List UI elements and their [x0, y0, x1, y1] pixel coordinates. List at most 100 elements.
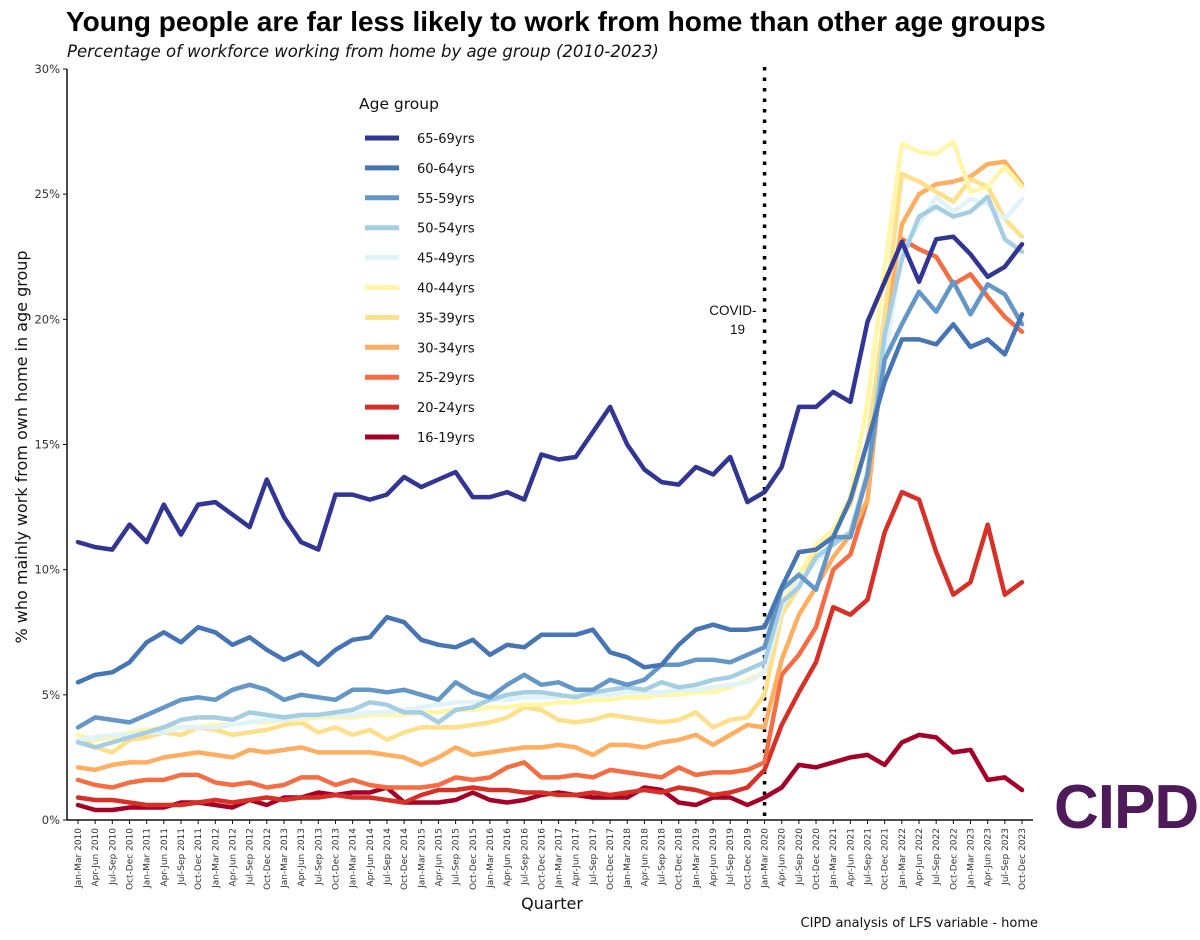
- x-tick-label: Apr-Jun 2016: [503, 828, 513, 887]
- y-axis-label: % who mainly work from own home in age g…: [12, 250, 31, 643]
- legend-label: 40-44yrs: [417, 282, 475, 297]
- covid-label-line2: 19: [730, 322, 745, 337]
- x-tick-label: Oct-Dec 2017: [606, 828, 616, 890]
- series-line-50-54yrs: [75, 194, 1025, 750]
- legend-label: 35-39yrs: [417, 311, 475, 326]
- source-caption: CIPD analysis of LFS variable - home: [800, 916, 1038, 931]
- x-tick-label: Jul-Sep 2017: [589, 828, 599, 886]
- x-tick-label: Jul-Sep 2012: [246, 828, 256, 886]
- x-tick-label: Jan-Mar 2018: [623, 828, 633, 889]
- x-tick-label: Jul-Sep 2010: [108, 828, 118, 886]
- x-axis-label: Quarter: [521, 894, 583, 913]
- legend-item: 20-24yrs: [365, 401, 475, 416]
- x-axis: Jan-Mar 2010 Apr-Jun 2010 Jul-Sep 2010 Oct-…: [74, 820, 1028, 890]
- x-tick-label: Jul-Sep 2018: [658, 828, 668, 886]
- cipd-logo: CIPD: [1054, 773, 1199, 842]
- legend: Age group 65-69yrs 60-64yrs 55-59yrs 50-54yr…: [359, 95, 475, 446]
- legend-title: Age group: [359, 95, 439, 113]
- plot-area: [66, 69, 1033, 821]
- x-tick-label: Jul-Sep 2016: [520, 828, 530, 886]
- legend-item: 55-59yrs: [365, 192, 475, 207]
- x-tick-label: Apr-Jun 2020: [778, 828, 788, 887]
- x-tick-label: Oct-Dec 2022: [949, 828, 959, 890]
- x-tick-label: Apr-Jun 2019: [709, 828, 719, 887]
- x-tick-label: Apr-Jun 2022: [915, 828, 925, 887]
- y-tick-label: 10%: [34, 563, 60, 577]
- y-tick-label: 0%: [42, 813, 60, 827]
- legend-item: 45-49yrs: [365, 252, 475, 267]
- legend-item: 65-69yrs: [365, 132, 475, 147]
- legend-item: 60-64yrs: [365, 162, 475, 177]
- x-tick-label: Apr-Jun 2023: [984, 828, 994, 887]
- x-tick-label: Jul-Sep 2013: [314, 828, 324, 886]
- series-line-20-24yrs: [75, 489, 1025, 808]
- y-axis: 0% 5% 10% 15% 20% 25% 30%: [34, 62, 67, 827]
- y-tick-label: 20%: [34, 312, 60, 326]
- legend-item: 40-44yrs: [365, 282, 475, 297]
- series-line-45-49yrs: [75, 194, 1025, 743]
- x-tick-label: Jan-Mar 2016: [486, 828, 496, 889]
- legend-label: 55-59yrs: [417, 192, 475, 207]
- x-tick-label: Oct-Dec 2013: [331, 828, 341, 890]
- x-tick-label: Oct-Dec 2010: [125, 828, 135, 890]
- y-tick-label: 5%: [42, 688, 60, 702]
- x-tick-label: Apr-Jun 2021: [846, 828, 856, 887]
- x-tick-label: Jul-Sep 2021: [864, 828, 874, 886]
- x-tick-label: Oct-Dec 2016: [537, 828, 547, 890]
- covid-label-line1: COVID-: [709, 303, 756, 318]
- chart-subtitle: Percentage of workforce working from hom…: [67, 42, 659, 61]
- legend-item: 25-29yrs: [365, 371, 475, 386]
- x-tick-label: Jul-Sep 2022: [932, 828, 942, 886]
- x-tick-label: Oct-Dec 2015: [469, 828, 479, 890]
- x-tick-label: Jan-Mar 2014: [349, 828, 359, 889]
- x-tick-label: Oct-Dec 2012: [263, 828, 273, 890]
- series-line-30-34yrs: [75, 159, 1025, 773]
- legend-item: 50-54yrs: [365, 222, 475, 237]
- legend-item: 35-39yrs: [365, 311, 475, 326]
- x-tick-label: Oct-Dec 2021: [881, 828, 891, 890]
- x-tick-label: Apr-Jun 2012: [228, 828, 238, 887]
- x-tick-label: Apr-Jun 2018: [640, 828, 650, 887]
- x-tick-label: Oct-Dec 2020: [812, 828, 822, 890]
- x-tick-label: Jul-Sep 2011: [177, 828, 187, 886]
- x-tick-label: Jul-Sep 2019: [726, 828, 736, 886]
- legend-label: 60-64yrs: [417, 162, 475, 177]
- x-tick-label: Jul-Sep 2023: [1001, 828, 1011, 886]
- legend-label: 25-29yrs: [417, 371, 475, 386]
- x-tick-label: Jul-Sep 2014: [383, 828, 393, 886]
- x-tick-label: Apr-Jun 2017: [572, 828, 582, 887]
- x-tick-label: Oct-Dec 2019: [743, 828, 753, 890]
- x-tick-label: Oct-Dec 2011: [194, 828, 204, 890]
- y-tick-label: 25%: [34, 187, 60, 201]
- x-tick-label: Jan-Mar 2021: [829, 828, 839, 889]
- legend-label: 20-24yrs: [417, 401, 475, 416]
- series-line-40-44yrs: [75, 139, 1025, 743]
- series-lines: [75, 139, 1025, 813]
- series-line-35-39yrs: [75, 171, 1025, 755]
- legend-item: 16-19yrs: [365, 431, 475, 446]
- legend-label: 45-49yrs: [417, 252, 475, 267]
- x-tick-label: Apr-Jun 2010: [91, 828, 101, 887]
- x-tick-label: Jan-Mar 2013: [280, 828, 290, 889]
- x-tick-label: Jan-Mar 2012: [211, 828, 221, 889]
- covid-annotation: COVID- 19: [709, 67, 767, 820]
- x-tick-label: Apr-Jun 2013: [297, 828, 307, 887]
- x-tick-label: Jan-Mar 2011: [143, 828, 153, 889]
- x-tick-label: Jan-Mar 2015: [417, 828, 427, 889]
- x-tick-label: Apr-Jun 2011: [160, 828, 170, 887]
- legend-item: 30-34yrs: [365, 341, 475, 356]
- x-tick-label: Jan-Mar 2022: [898, 828, 908, 889]
- series-line-65-69yrs: [75, 234, 1025, 552]
- series-line-55-59yrs: [75, 279, 1025, 730]
- y-tick-label: 30%: [34, 62, 60, 76]
- legend-label: 65-69yrs: [417, 132, 475, 147]
- y-tick-label: 15%: [34, 438, 60, 452]
- legend-label: 30-34yrs: [417, 341, 475, 356]
- legend-label: 50-54yrs: [417, 222, 475, 237]
- x-tick-label: Jan-Mar 2019: [692, 828, 702, 889]
- series-line-60-64yrs: [75, 312, 1025, 685]
- x-tick-label: Oct-Dec 2014: [400, 828, 410, 890]
- x-tick-label: Jul-Sep 2015: [452, 828, 462, 886]
- x-tick-label: Jan-Mar 2017: [555, 828, 565, 889]
